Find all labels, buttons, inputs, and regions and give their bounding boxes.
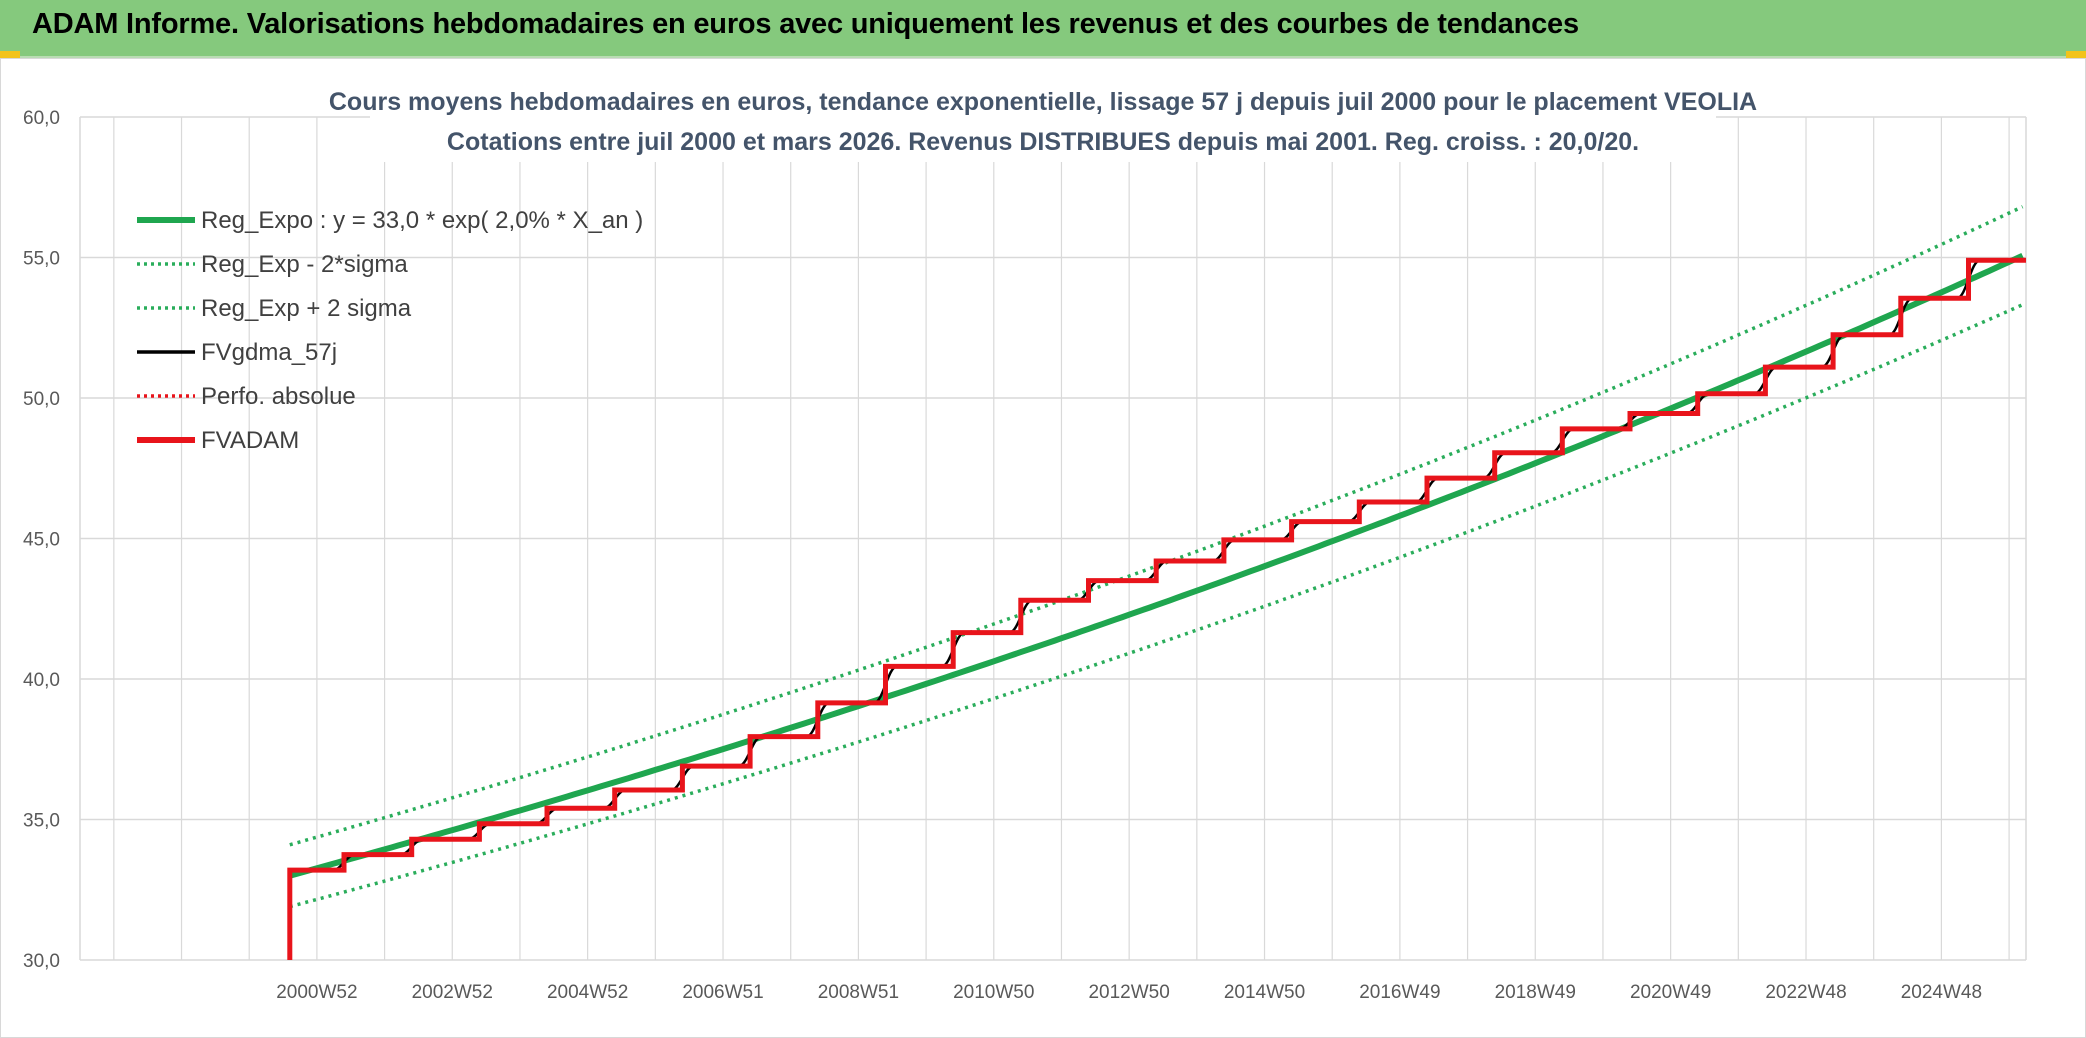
x-tick-label: 2010W50 [953, 982, 1034, 1003]
x-tick-label: 2016W49 [1359, 982, 1440, 1003]
chart-subtitle: Cotations entre juil 2000 et mars 2026. … [447, 128, 1639, 156]
legend-label: FVgdma_57j [201, 339, 337, 366]
y-tick-label: 45,0 [23, 530, 60, 551]
y-tick-label: 40,0 [23, 670, 60, 691]
series-fvadam [287, 257, 2026, 960]
y-tick-label: 60,0 [23, 108, 60, 129]
chart-fvadam-lines [287, 257, 2026, 960]
x-tick-label: 2006W51 [682, 982, 763, 1003]
x-tick-label: 2002W52 [412, 982, 493, 1003]
y-tick-label: 50,0 [23, 389, 60, 410]
x-tick-label: 2024W48 [1901, 982, 1982, 1003]
report-banner: ADAM Informe. Valorisations hebdomadaire… [0, 0, 2086, 58]
x-tick-label: 2004W52 [547, 982, 628, 1003]
legend-label: Perfo. absolue [201, 383, 356, 410]
corner-marker-right [2066, 51, 2086, 58]
x-tick-label: 2000W52 [276, 982, 357, 1003]
y-tick-label: 35,0 [23, 811, 60, 832]
x-tick-label: 2020W49 [1630, 982, 1711, 1003]
series-reg_exp-minus [289, 303, 2024, 909]
legend-label: Reg_Exp - 2*sigma [201, 251, 408, 278]
x-tick-label: 2018W49 [1495, 982, 1576, 1003]
x-tick-label: 2012W50 [1088, 982, 1169, 1003]
y-tick-label: 30,0 [23, 951, 60, 972]
x-tick-label: 2014W50 [1224, 982, 1305, 1003]
y-tick-label: 55,0 [23, 249, 60, 270]
x-tick-label: 2008W51 [818, 982, 899, 1003]
chart-series-lines [288, 205, 2024, 909]
legend-label: Reg_Exp + 2 sigma [201, 295, 412, 322]
chart-grid [79, 116, 2027, 961]
legend-label: FVADAM [201, 427, 299, 454]
chart-title-background [370, 82, 1716, 162]
series-reg_expo [288, 252, 2024, 879]
chart-title: Cours moyens hebdomadaires en euros, ten… [329, 88, 1757, 116]
legend-label: Reg_Expo : y = 33,0 * exp( 2,0% * X_an ) [201, 207, 643, 234]
corner-marker-left [0, 51, 20, 58]
report-title: ADAM Informe. Valorisations hebdomadaire… [32, 8, 1579, 40]
x-tick-label: 2022W48 [1765, 982, 1846, 1003]
chart-legend: Reg_Expo : y = 33,0 * exp( 2,0% * X_an )… [137, 207, 643, 454]
series-reg_exp-plus [289, 205, 2024, 847]
chart-axis-labels: 30,0 35,0 40,0 45,0 50,0 55,0 60,0 2000W52 2002W… [23, 108, 1982, 1003]
